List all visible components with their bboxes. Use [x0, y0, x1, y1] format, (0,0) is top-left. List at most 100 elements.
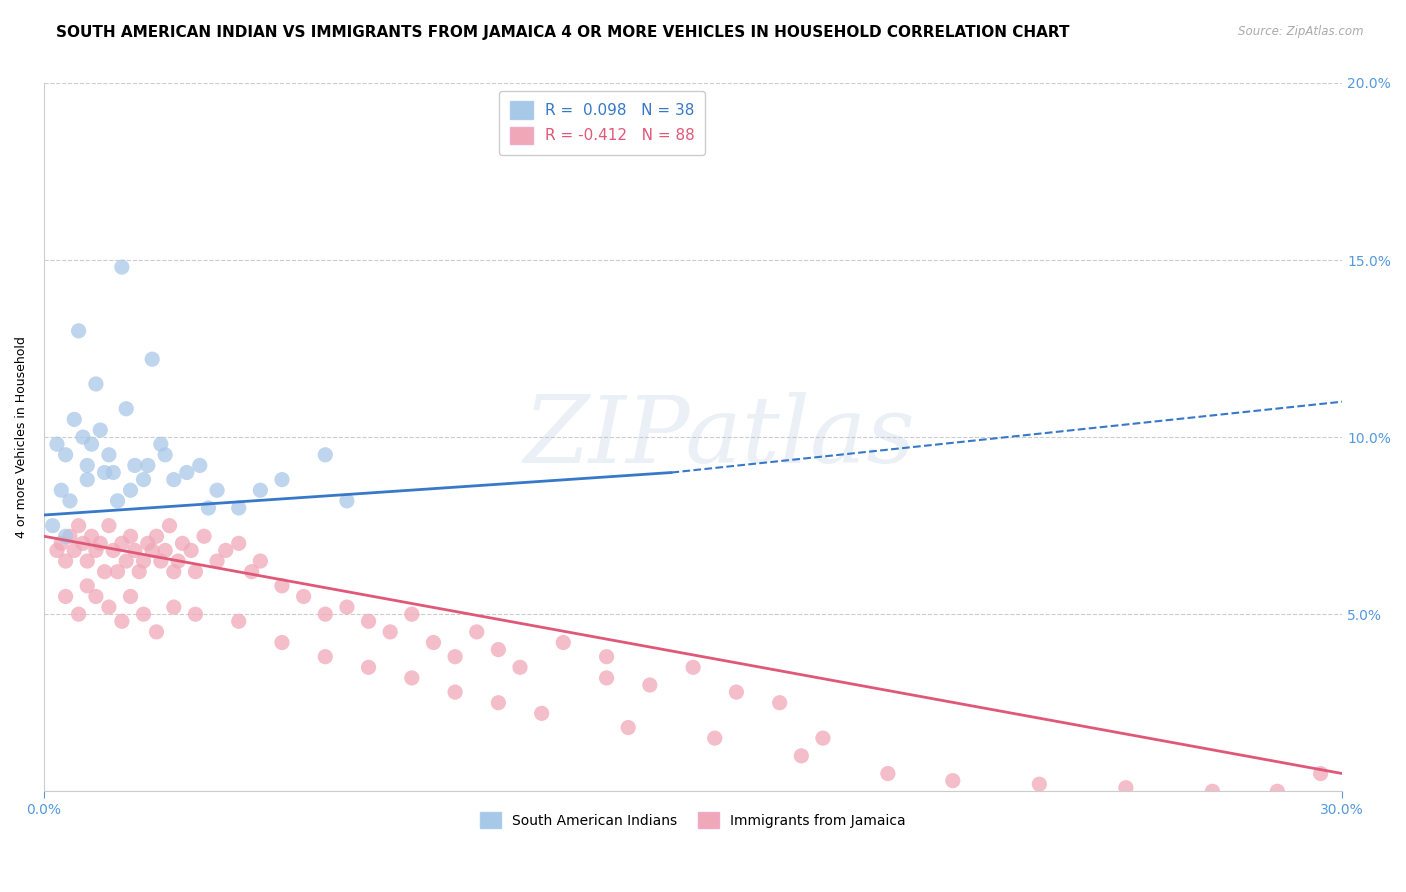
- Point: [465, 624, 488, 639]
- Point: [486, 696, 509, 710]
- Point: [84, 543, 107, 558]
- Point: [228, 500, 250, 515]
- Point: [401, 607, 423, 622]
- Point: [188, 458, 211, 473]
- Point: [271, 473, 294, 487]
- Point: [141, 543, 163, 558]
- Point: [197, 500, 219, 515]
- Point: [876, 766, 898, 780]
- Point: [107, 565, 129, 579]
- Point: [1265, 784, 1288, 798]
- Point: [271, 579, 294, 593]
- Point: [249, 554, 271, 568]
- Point: [184, 607, 207, 622]
- Legend: South American Indians, Immigrants from Jamaica: South American Indians, Immigrants from …: [475, 806, 911, 834]
- Point: [46, 543, 69, 558]
- Point: [120, 590, 142, 604]
- Point: [145, 529, 167, 543]
- Point: [115, 401, 138, 416]
- Point: [176, 466, 198, 480]
- Point: [120, 529, 142, 543]
- Point: [769, 696, 792, 710]
- Point: [72, 430, 94, 444]
- Point: [103, 543, 125, 558]
- Point: [59, 493, 82, 508]
- Point: [67, 518, 90, 533]
- Point: [145, 624, 167, 639]
- Point: [132, 554, 155, 568]
- Point: [159, 518, 181, 533]
- Point: [136, 536, 159, 550]
- Point: [107, 493, 129, 508]
- Point: [51, 483, 73, 498]
- Point: [55, 529, 77, 543]
- Point: [811, 731, 834, 746]
- Point: [1309, 766, 1331, 780]
- Point: [1115, 780, 1137, 795]
- Point: [63, 412, 86, 426]
- Y-axis label: 4 or more Vehicles in Household: 4 or more Vehicles in Household: [15, 336, 28, 538]
- Point: [682, 660, 704, 674]
- Point: [132, 607, 155, 622]
- Point: [215, 543, 238, 558]
- Point: [132, 473, 155, 487]
- Point: [55, 590, 77, 604]
- Point: [240, 565, 263, 579]
- Point: [149, 554, 172, 568]
- Point: [167, 554, 190, 568]
- Point: [444, 685, 467, 699]
- Point: [89, 423, 111, 437]
- Point: [1028, 777, 1050, 791]
- Point: [80, 529, 103, 543]
- Point: [249, 483, 271, 498]
- Point: [336, 493, 359, 508]
- Point: [703, 731, 725, 746]
- Point: [486, 642, 509, 657]
- Point: [661, 94, 683, 108]
- Point: [172, 536, 194, 550]
- Point: [163, 600, 186, 615]
- Point: [136, 458, 159, 473]
- Point: [149, 437, 172, 451]
- Point: [89, 536, 111, 550]
- Point: [46, 437, 69, 451]
- Point: [422, 635, 444, 649]
- Point: [314, 649, 336, 664]
- Point: [111, 614, 134, 628]
- Point: [725, 685, 748, 699]
- Point: [444, 649, 467, 664]
- Point: [153, 543, 176, 558]
- Point: [67, 324, 90, 338]
- Point: [76, 473, 98, 487]
- Point: [617, 721, 640, 735]
- Point: [638, 678, 661, 692]
- Point: [55, 554, 77, 568]
- Text: ZIPatlas: ZIPatlas: [523, 392, 915, 482]
- Point: [97, 448, 120, 462]
- Point: [76, 458, 98, 473]
- Point: [530, 706, 553, 721]
- Point: [97, 600, 120, 615]
- Point: [128, 565, 150, 579]
- Point: [942, 773, 965, 788]
- Point: [84, 376, 107, 391]
- Point: [228, 614, 250, 628]
- Point: [292, 590, 315, 604]
- Point: [163, 565, 186, 579]
- Point: [380, 624, 402, 639]
- Point: [595, 649, 617, 664]
- Point: [80, 437, 103, 451]
- Point: [205, 554, 228, 568]
- Point: [595, 671, 617, 685]
- Text: Source: ZipAtlas.com: Source: ZipAtlas.com: [1239, 25, 1364, 38]
- Point: [124, 458, 146, 473]
- Point: [124, 543, 146, 558]
- Point: [357, 660, 380, 674]
- Point: [103, 466, 125, 480]
- Point: [193, 529, 215, 543]
- Point: [141, 352, 163, 367]
- Point: [401, 671, 423, 685]
- Point: [314, 448, 336, 462]
- Point: [180, 543, 202, 558]
- Point: [163, 473, 186, 487]
